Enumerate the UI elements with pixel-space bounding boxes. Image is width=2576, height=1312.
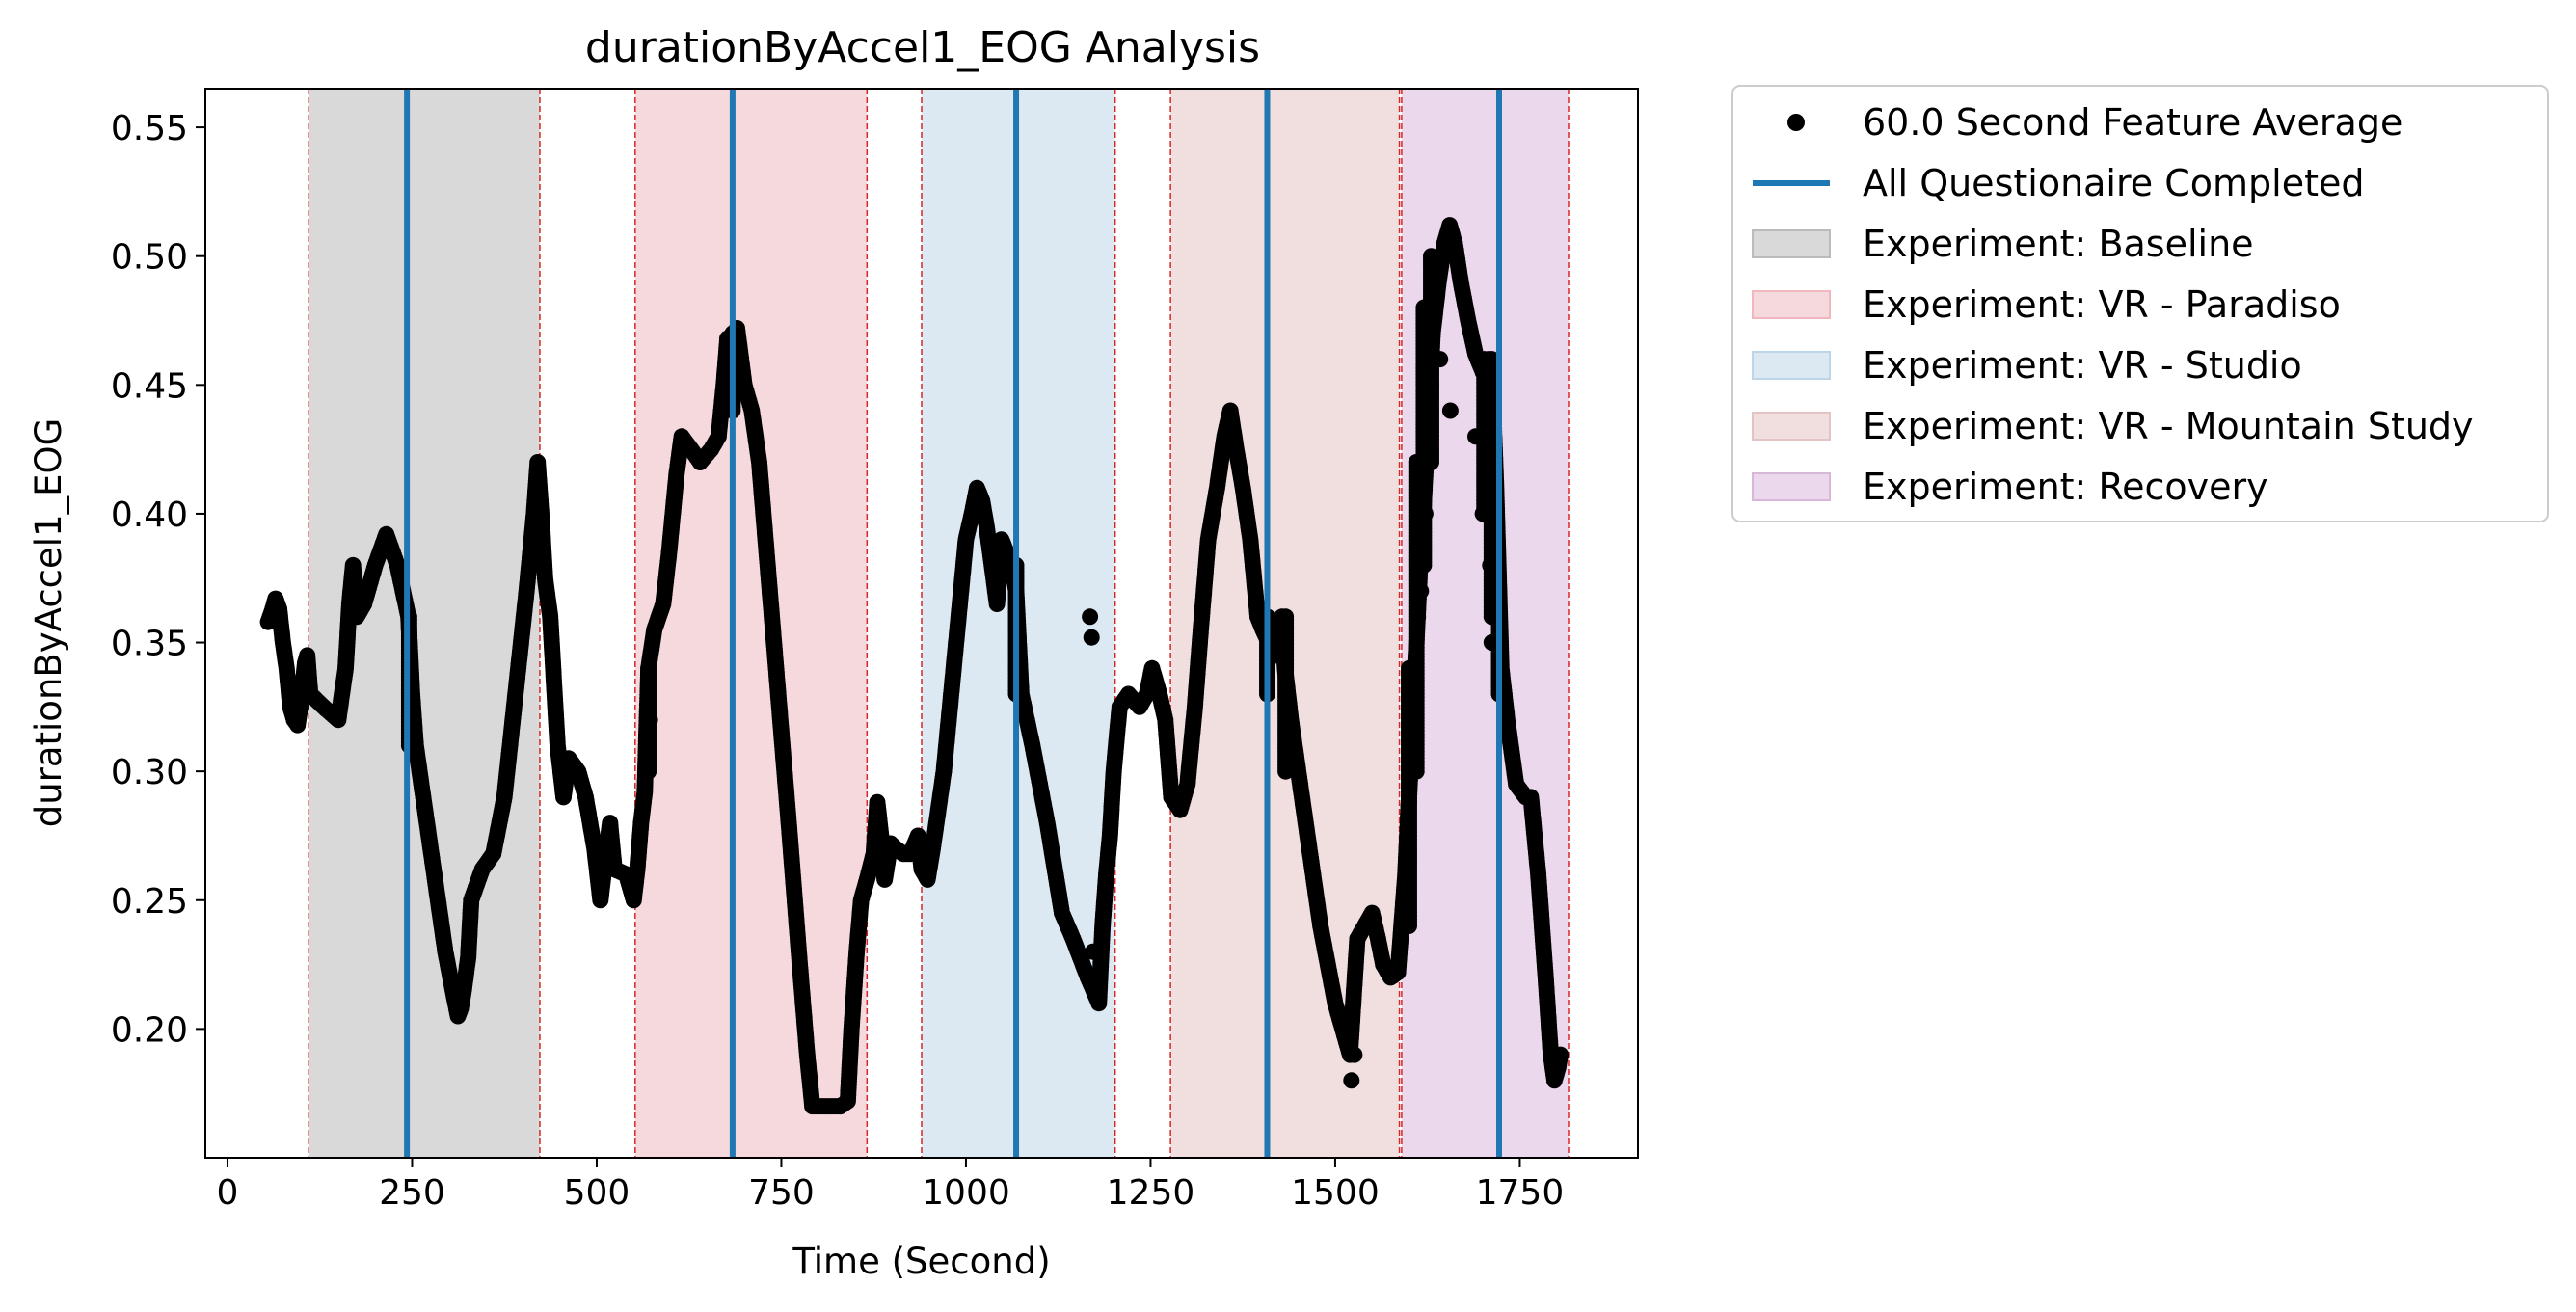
y-axis-label: durationByAccel1_EOG: [28, 418, 69, 828]
legend-marker-patch-2: [1752, 229, 1831, 258]
legend-label-6: Experiment: Recovery: [1863, 466, 2268, 508]
y-tick-label-4: 0.40: [111, 495, 188, 535]
y-tick-label-6: 0.50: [111, 238, 188, 278]
data-point: [1346, 1046, 1363, 1063]
legend-label-3: Experiment: VR - Paradiso: [1863, 283, 2341, 326]
legend-marker-patch-3: [1752, 290, 1831, 319]
x-tick-label-5: 1250: [1107, 1173, 1195, 1213]
data-point: [1474, 505, 1491, 522]
plot-area: [259, 89, 1570, 1158]
x-axis-label: Time (Second): [792, 1241, 1050, 1282]
data-point: [1416, 505, 1434, 522]
x-tick-label-2: 500: [564, 1173, 631, 1213]
plot-frame: [204, 88, 1639, 1159]
y-tick-label-0: 0.20: [111, 1010, 188, 1050]
data-point: [1482, 556, 1499, 574]
y-tick-label-1: 0.25: [111, 882, 188, 922]
data-point: [1085, 943, 1102, 960]
x-tick-label-6: 1500: [1291, 1173, 1380, 1213]
x-tick-label-4: 1000: [922, 1173, 1010, 1213]
legend-label-2: Experiment: Baseline: [1863, 223, 2254, 265]
legend-marker-patch-6: [1752, 472, 1831, 501]
experiment-regions: [309, 89, 1569, 1158]
data-point: [1432, 351, 1449, 368]
data-point: [1441, 402, 1459, 419]
legend-marker-patch-4: [1752, 351, 1831, 380]
data-point: [1409, 608, 1427, 626]
chart-title: durationByAccel1_EOG Analysis: [585, 23, 1260, 72]
legend-marker-point: [1787, 114, 1805, 131]
y-tick-label-2: 0.30: [111, 753, 188, 792]
data-point: [641, 711, 658, 729]
legend-label-1: All Questionaire Completed: [1863, 162, 2365, 204]
y-tick-label-5: 0.45: [111, 366, 188, 406]
data-point: [1552, 1046, 1570, 1063]
experiment-boundaries: [308, 89, 1570, 1158]
data-point: [640, 659, 657, 677]
x-tick-label-7: 1750: [1476, 1173, 1565, 1213]
data-point: [1483, 634, 1500, 651]
y-tick-label-3: 0.35: [111, 625, 188, 664]
feature-average-points: [259, 217, 1570, 1115]
data-point: [1083, 629, 1100, 646]
legend: 60.0 Second Feature Average All Questiona…: [1731, 85, 2549, 522]
x-tick-label-0: 0: [217, 1173, 239, 1213]
data-point: [1467, 428, 1484, 445]
y-tick-label-7: 0.55: [111, 109, 188, 148]
y-axis-ticks: 0.20 0.25 0.30 0.35 0.40 0.45 0.50 0.55: [111, 109, 205, 1050]
x-axis-ticks: 0 250 500 750 1000 1250 1500 1750: [217, 1158, 1565, 1213]
legend-marker-patch-5: [1752, 412, 1831, 441]
legend-label-5: Experiment: VR - Mountain Study: [1863, 405, 2474, 447]
data-point: [1483, 351, 1500, 368]
legend-label-4: Experiment: VR - Studio: [1863, 344, 2302, 387]
legend-label-0: 60.0 Second Feature Average: [1863, 101, 2402, 144]
x-tick-label-3: 750: [748, 1173, 815, 1213]
region-1: [634, 89, 868, 1158]
data-point: [1343, 1072, 1360, 1089]
legend-items: 60.0 Second Feature Average All Questiona…: [1752, 101, 2474, 508]
x-tick-label-1: 250: [379, 1173, 445, 1213]
data-point: [1277, 608, 1295, 626]
data-point: [1082, 608, 1099, 626]
data-point: [1412, 582, 1430, 600]
data-point: [1423, 248, 1439, 265]
legend-frame: [1731, 85, 2549, 522]
data-point: [1423, 376, 1439, 393]
questionnaire-lines: [404, 89, 1502, 1158]
